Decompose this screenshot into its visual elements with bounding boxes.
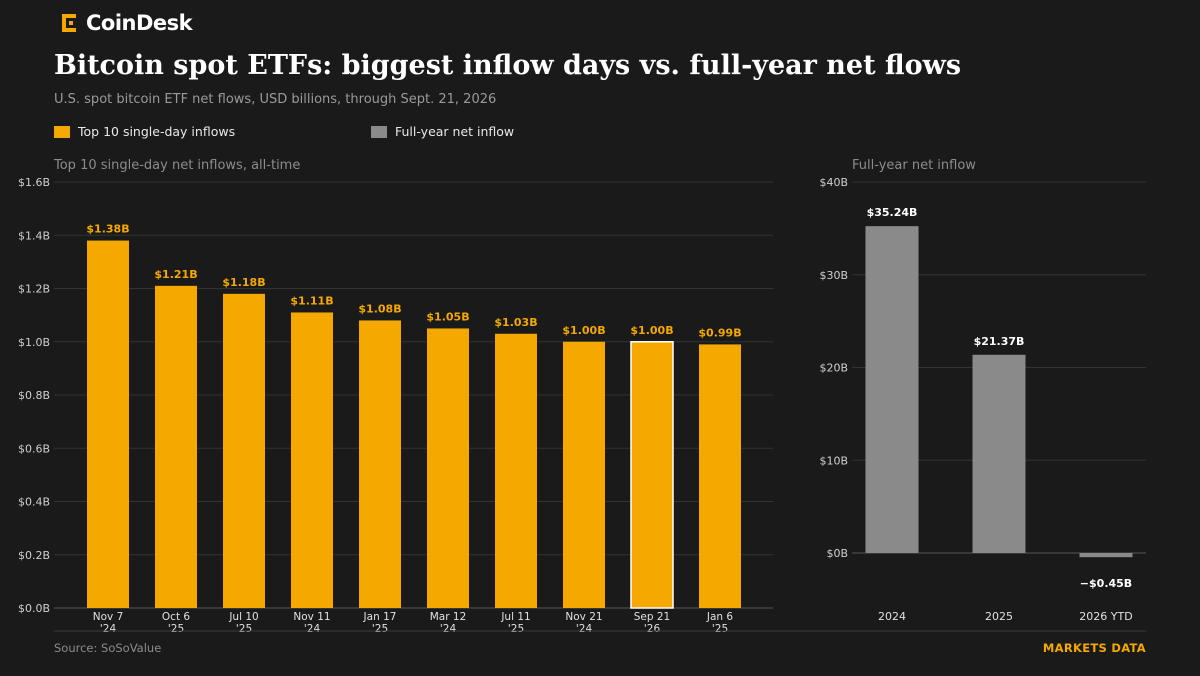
bar bbox=[87, 240, 129, 608]
right-panel-title: Full-year net inflow bbox=[852, 158, 976, 173]
x-tick-label-year: '26 bbox=[644, 623, 661, 635]
markets-data-link[interactable]: MARKETS DATA bbox=[1042, 641, 1146, 655]
data-label: $1.21B bbox=[154, 268, 197, 281]
bar bbox=[699, 344, 741, 608]
legend-item-top10: Top 10 single-day inflows bbox=[54, 124, 235, 139]
legend-label: Full-year net inflow bbox=[395, 124, 515, 139]
left-panel-title: Top 10 single-day net inflows, all-time bbox=[54, 158, 301, 173]
chart-title: Bitcoin spot ETFs: biggest inflow days v… bbox=[54, 50, 962, 81]
data-label: $1.00B bbox=[562, 324, 605, 337]
data-label: $35.24B bbox=[867, 206, 918, 219]
data-label: $1.00B bbox=[630, 324, 673, 337]
x-tick-label-year: '25 bbox=[712, 623, 728, 635]
x-tick-label-year: '25 bbox=[372, 623, 388, 635]
x-tick-label-year: '24 bbox=[304, 623, 321, 635]
y-tick-label: $10B bbox=[819, 454, 848, 467]
brand-name: CoinDesk bbox=[86, 11, 193, 35]
chart-subtitle: U.S. spot bitcoin ETF net flows, USD bil… bbox=[54, 92, 497, 107]
x-tick-label: Jan 6 bbox=[706, 611, 734, 623]
y-tick-label: $1.0B bbox=[18, 336, 50, 349]
bar bbox=[1079, 553, 1133, 558]
x-tick-label-year: '25 bbox=[236, 623, 252, 635]
data-label: $1.11B bbox=[290, 294, 333, 307]
y-tick-label: $20B bbox=[819, 362, 848, 375]
x-tick-label: Oct 6 bbox=[162, 611, 190, 623]
legend-label: Top 10 single-day inflows bbox=[78, 124, 236, 139]
y-tick-label: $0.0B bbox=[18, 602, 50, 615]
data-label: $1.18B bbox=[222, 276, 265, 289]
legend-item-fullyear: Full-year net inflow bbox=[371, 124, 514, 139]
y-tick-label: $40B bbox=[819, 176, 848, 189]
x-tick-label-year: '24 bbox=[576, 623, 593, 635]
brand[interactable]: CoinDesk bbox=[58, 11, 193, 35]
coindesk-logo-icon bbox=[62, 14, 76, 32]
source-note: Source: SoSoValue bbox=[54, 641, 162, 655]
data-label: $0.99B bbox=[698, 326, 741, 339]
x-tick-label-year: '24 bbox=[440, 623, 457, 635]
bar bbox=[291, 312, 333, 608]
data-label: $1.38B bbox=[86, 223, 129, 236]
legend-swatch-orange bbox=[54, 125, 70, 138]
bar bbox=[359, 320, 401, 608]
bar bbox=[155, 285, 197, 608]
y-tick-label: $0.4B bbox=[18, 496, 50, 509]
x-tick-label: Nov 7 bbox=[93, 611, 124, 623]
legend-swatch-gray bbox=[371, 125, 387, 138]
bar bbox=[223, 293, 265, 608]
x-tick-label: 2024 bbox=[878, 610, 906, 623]
x-tick-label: Nov 21 bbox=[565, 611, 602, 623]
y-tick-label: $0.6B bbox=[18, 442, 50, 455]
x-tick-label: Jan 17 bbox=[363, 611, 397, 623]
x-tick-label: Jul 10 bbox=[228, 611, 258, 623]
bar bbox=[563, 341, 605, 608]
y-tick-label: $1.6B bbox=[18, 176, 50, 189]
y-tick-label: $0.2B bbox=[18, 549, 50, 562]
x-tick-label: 2025 bbox=[985, 610, 1013, 623]
x-tick-label-year: '25 bbox=[168, 623, 184, 635]
data-label: $1.03B bbox=[494, 316, 537, 329]
bar bbox=[495, 333, 537, 608]
x-tick-label: 2026 YTD bbox=[1079, 610, 1132, 623]
bar bbox=[630, 341, 674, 609]
bar bbox=[427, 328, 469, 608]
x-tick-label: Sep 21 bbox=[634, 611, 671, 623]
y-tick-label: $1.2B bbox=[18, 283, 50, 296]
data-label: $21.37B bbox=[974, 335, 1025, 348]
x-tick-label: Mar 12 bbox=[430, 611, 467, 623]
data-label: $1.08B bbox=[358, 302, 401, 315]
y-tick-label: $30B bbox=[819, 269, 848, 282]
x-tick-label: Jul 11 bbox=[500, 611, 530, 623]
data-label: −$0.45B bbox=[1080, 577, 1132, 590]
y-tick-label: $0B bbox=[826, 547, 848, 560]
y-tick-label: $0.8B bbox=[18, 389, 50, 402]
data-label: $1.05B bbox=[426, 310, 469, 323]
x-tick-label-year: '24 bbox=[100, 623, 117, 635]
x-tick-label-year: '25 bbox=[508, 623, 524, 635]
bar bbox=[972, 354, 1026, 553]
x-tick-label: Nov 11 bbox=[293, 611, 330, 623]
y-tick-label: $1.4B bbox=[18, 229, 50, 242]
bar bbox=[865, 226, 919, 554]
